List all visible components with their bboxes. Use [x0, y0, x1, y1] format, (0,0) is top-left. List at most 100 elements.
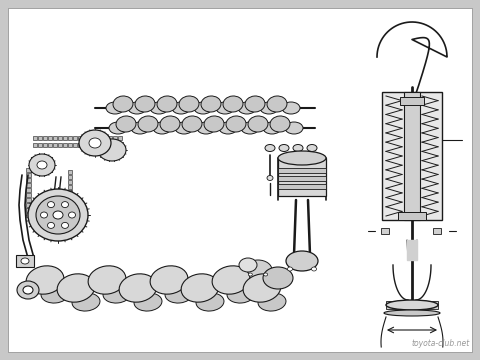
- Ellipse shape: [131, 122, 149, 134]
- Bar: [98, 143, 102, 147]
- Ellipse shape: [21, 258, 29, 264]
- Ellipse shape: [175, 122, 193, 134]
- Bar: [68, 200, 72, 204]
- Ellipse shape: [48, 222, 55, 228]
- Ellipse shape: [109, 122, 127, 134]
- Bar: [25, 183, 31, 187]
- Bar: [103, 136, 107, 140]
- Ellipse shape: [241, 122, 259, 134]
- Ellipse shape: [41, 285, 69, 303]
- Ellipse shape: [270, 116, 290, 132]
- Bar: [278, 176, 326, 181]
- Bar: [78, 143, 82, 147]
- Ellipse shape: [384, 310, 440, 316]
- Ellipse shape: [238, 102, 256, 114]
- Bar: [38, 136, 42, 140]
- Ellipse shape: [153, 122, 171, 134]
- Ellipse shape: [267, 96, 287, 112]
- Bar: [48, 136, 52, 140]
- Bar: [93, 136, 97, 140]
- Ellipse shape: [29, 154, 55, 176]
- Ellipse shape: [28, 189, 88, 241]
- Bar: [48, 143, 52, 147]
- Bar: [73, 143, 77, 147]
- Ellipse shape: [264, 273, 268, 276]
- Ellipse shape: [223, 96, 243, 112]
- Bar: [63, 136, 67, 140]
- Text: toyota-club.net: toyota-club.net: [412, 339, 470, 348]
- Bar: [68, 185, 72, 189]
- Ellipse shape: [179, 96, 199, 112]
- Ellipse shape: [53, 211, 63, 219]
- Bar: [53, 136, 57, 140]
- Ellipse shape: [260, 102, 278, 114]
- Bar: [25, 203, 31, 207]
- Bar: [381, 228, 389, 234]
- Bar: [68, 205, 72, 209]
- Bar: [68, 143, 72, 147]
- Bar: [68, 175, 72, 179]
- Bar: [25, 213, 31, 217]
- Bar: [25, 208, 31, 212]
- Bar: [25, 188, 31, 192]
- Ellipse shape: [258, 293, 286, 311]
- Ellipse shape: [243, 274, 281, 302]
- Ellipse shape: [40, 212, 48, 218]
- Bar: [73, 136, 77, 140]
- Bar: [68, 195, 72, 199]
- Ellipse shape: [279, 144, 289, 152]
- Ellipse shape: [61, 202, 69, 208]
- Bar: [58, 143, 62, 147]
- Ellipse shape: [17, 281, 39, 299]
- Bar: [63, 143, 67, 147]
- Ellipse shape: [285, 122, 303, 134]
- Ellipse shape: [182, 116, 202, 132]
- Ellipse shape: [79, 130, 111, 156]
- Ellipse shape: [293, 144, 303, 152]
- Ellipse shape: [197, 122, 215, 134]
- Bar: [278, 184, 326, 189]
- Ellipse shape: [386, 300, 438, 310]
- Ellipse shape: [263, 122, 281, 134]
- Bar: [25, 198, 31, 202]
- Ellipse shape: [157, 96, 177, 112]
- Bar: [78, 136, 82, 140]
- Bar: [68, 180, 72, 184]
- Bar: [382, 92, 442, 220]
- Ellipse shape: [245, 96, 265, 112]
- Bar: [404, 92, 420, 220]
- Ellipse shape: [48, 202, 55, 208]
- Ellipse shape: [116, 116, 136, 132]
- Ellipse shape: [160, 116, 180, 132]
- Ellipse shape: [113, 96, 133, 112]
- Ellipse shape: [216, 102, 234, 114]
- Ellipse shape: [138, 116, 158, 132]
- Ellipse shape: [181, 274, 219, 302]
- Ellipse shape: [196, 293, 224, 311]
- Bar: [25, 193, 31, 197]
- Ellipse shape: [194, 102, 212, 114]
- Ellipse shape: [281, 175, 287, 180]
- Bar: [68, 136, 72, 140]
- Ellipse shape: [312, 267, 316, 271]
- Bar: [33, 143, 37, 147]
- Bar: [108, 143, 112, 147]
- Ellipse shape: [307, 144, 317, 152]
- Ellipse shape: [88, 266, 126, 294]
- Ellipse shape: [248, 116, 268, 132]
- Bar: [43, 136, 47, 140]
- Ellipse shape: [26, 266, 64, 294]
- Ellipse shape: [57, 274, 95, 302]
- Bar: [38, 143, 42, 147]
- Ellipse shape: [128, 102, 146, 114]
- Ellipse shape: [239, 258, 257, 272]
- Bar: [68, 170, 72, 174]
- Bar: [53, 143, 57, 147]
- Ellipse shape: [103, 285, 131, 303]
- Ellipse shape: [135, 96, 155, 112]
- Ellipse shape: [37, 161, 47, 169]
- Ellipse shape: [295, 175, 301, 180]
- Bar: [278, 158, 326, 196]
- Ellipse shape: [309, 175, 315, 180]
- Bar: [25, 178, 31, 182]
